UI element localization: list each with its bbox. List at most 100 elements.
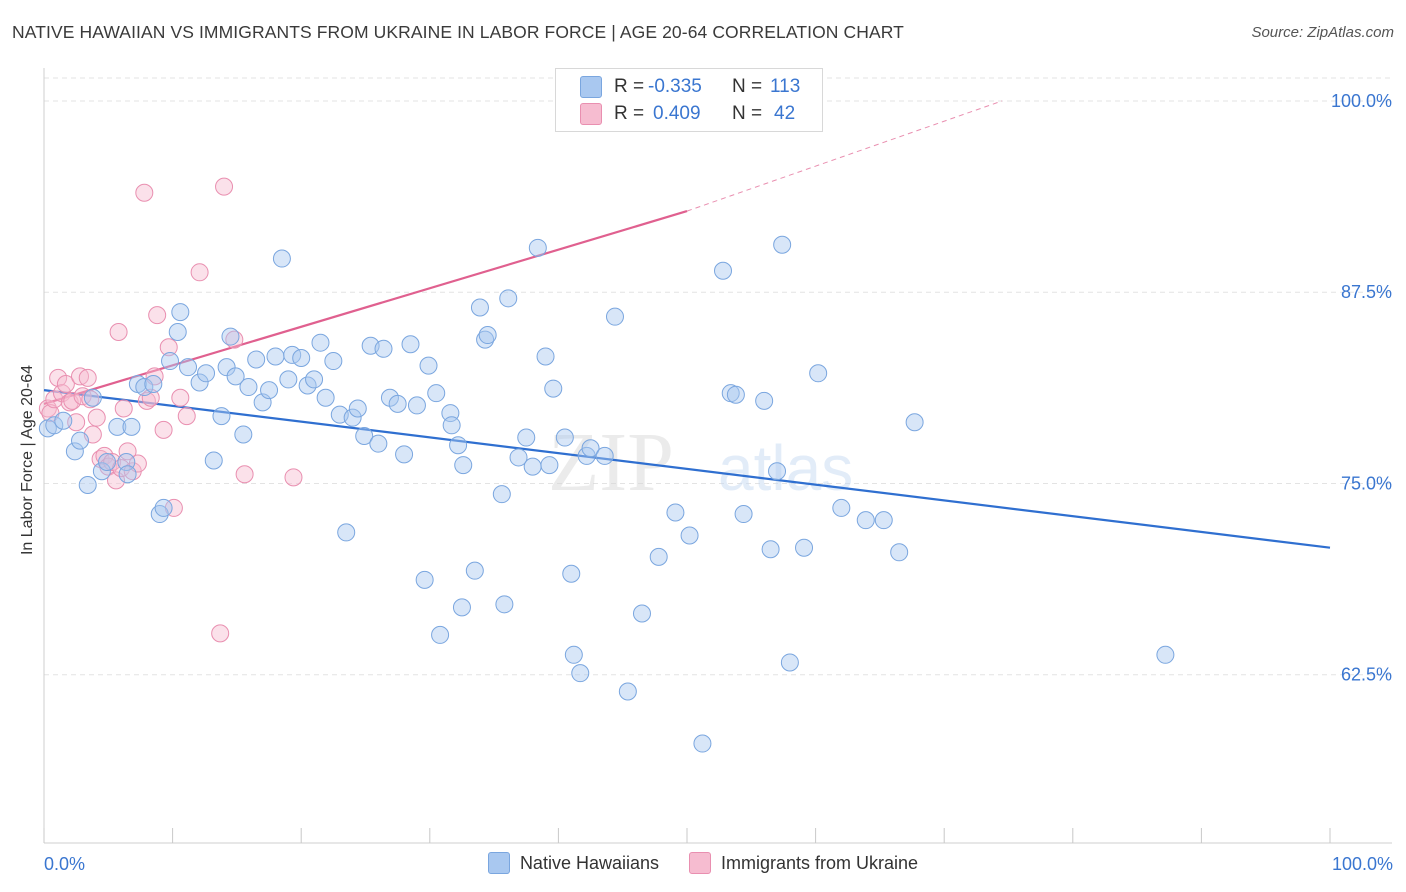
stats-r-value-ukraine: 0.409 (653, 103, 701, 124)
data-point-hawaiian (492, 485, 511, 504)
data-point-ukraine (159, 338, 178, 357)
data-point-hawaiian (279, 370, 298, 389)
y-tick-label: 87.5% (1341, 282, 1392, 302)
data-point-hawaiian (45, 416, 64, 435)
data-point-hawaiian (337, 523, 356, 542)
data-point-ukraine (284, 468, 303, 487)
data-point-hawaiian (401, 335, 420, 354)
data-point-hawaiian (431, 625, 450, 644)
data-point-hawaiian (649, 547, 668, 566)
source-label: Source: ZipAtlas.com (1251, 24, 1394, 41)
data-point-hawaiian (470, 298, 489, 317)
legend-item-ukraine[interactable]: Immigrants from Ukraine (689, 852, 918, 874)
series-hawaiian-points (38, 235, 1175, 753)
y-tick-label: 100.0% (1331, 91, 1392, 111)
data-point-ukraine (56, 375, 75, 393)
legend-swatch-ukraine (689, 852, 711, 874)
data-point-hawaiian (564, 645, 583, 664)
data-point-ukraine (53, 384, 72, 403)
data-point-hawaiian (419, 356, 438, 375)
data-point-ukraine (215, 177, 234, 196)
data-point-hawaiian (755, 391, 774, 410)
data-point-ukraine (63, 391, 82, 410)
data-point-hawaiian (452, 598, 471, 617)
data-point-hawaiian (118, 465, 137, 484)
data-point-hawaiian (523, 457, 542, 476)
data-point-hawaiian (343, 408, 362, 427)
data-point-hawaiian (388, 394, 407, 413)
data-point-hawaiian (517, 428, 536, 447)
data-point-hawaiian (212, 407, 231, 426)
trend-lines (43, 100, 1331, 549)
data-point-ukraine (235, 465, 254, 484)
stats-n-value-hawaiian: 113 (770, 76, 801, 97)
data-point-hawaiian (890, 543, 909, 562)
data-point-hawaiian (171, 303, 190, 322)
stats-n-value-ukraine: 42 (774, 103, 796, 124)
data-point-hawaiian (197, 364, 216, 383)
stats-legend: R = -0.335 N = 113 R = 0.409 N = 42 (555, 68, 823, 132)
data-point-hawaiian (780, 653, 799, 672)
data-point-ukraine (211, 624, 230, 643)
data-point-hawaiian (168, 322, 187, 341)
data-point-hawaiian (92, 462, 111, 481)
data-point-hawaiian (465, 561, 484, 580)
data-point-ukraine (177, 407, 196, 426)
data-point-hawaiian (555, 428, 574, 447)
chart-legend: Native Hawaiians Immigrants from Ukraine (0, 852, 1406, 874)
data-point-ukraine (109, 322, 128, 341)
data-point-hawaiian (571, 664, 590, 683)
trend-line-hawaiian (43, 389, 1331, 549)
data-point-hawaiian (78, 475, 97, 494)
data-point-hawaiian (495, 595, 514, 614)
y-tick-label: 75.0% (1341, 473, 1392, 493)
data-point-hawaiian (595, 446, 614, 465)
chart-title: NATIVE HAWAIIAN VS IMMIGRANTS FROM UKRAI… (12, 22, 904, 42)
data-point-hawaiian (442, 416, 461, 435)
data-point-hawaiian (773, 235, 792, 254)
data-point-ukraine (141, 388, 160, 407)
data-point-hawaiian (427, 384, 446, 403)
data-point-ukraine (87, 408, 106, 427)
data-point-ukraine (67, 413, 86, 432)
data-point-hawaiian (154, 498, 173, 517)
stats-n-label: N = (732, 103, 763, 124)
data-point-hawaiian (54, 411, 73, 430)
data-point-hawaiian (632, 604, 651, 623)
data-point-hawaiian (1156, 645, 1175, 664)
data-point-ukraine (171, 388, 190, 407)
data-point-hawaiian (809, 364, 828, 383)
y-tick-label: 62.5% (1341, 665, 1392, 685)
data-point-hawaiian (204, 451, 223, 470)
data-point-hawaiian (540, 456, 559, 475)
data-point-hawaiian (714, 261, 733, 280)
data-point-ukraine (71, 367, 90, 386)
trend-line-ukraine (43, 210, 688, 405)
data-point-hawaiian (768, 462, 787, 481)
data-point-hawaiian (247, 350, 266, 369)
legend-label-ukraine: Immigrants from Ukraine (721, 852, 919, 873)
data-point-hawaiian (874, 511, 893, 530)
data-point-hawaiian (355, 427, 374, 446)
watermark-zip: ZIP (548, 416, 674, 509)
stats-r-label: R = (614, 103, 645, 124)
data-point-hawaiian (71, 431, 90, 450)
axes (43, 68, 1392, 844)
data-point-hawaiian (454, 456, 473, 475)
legend-item-hawaiian[interactable]: Native Hawaiians (487, 852, 659, 874)
stats-row-ukraine: R = 0.409 N = 42 (556, 100, 822, 128)
data-point-hawaiian (905, 413, 924, 432)
data-point-ukraine (135, 183, 154, 202)
stats-r-value-hawaiian: -0.335 (648, 76, 702, 97)
data-point-hawaiian (499, 289, 518, 308)
data-point-hawaiian (292, 348, 311, 367)
stats-row-hawaiian: R = -0.335 N = 113 (556, 73, 822, 101)
x-tick-label: 100.0% (1332, 854, 1393, 874)
data-point-ukraine (114, 399, 133, 418)
data-point-ukraine (190, 263, 209, 282)
data-point-hawaiian (726, 385, 745, 404)
data-point-hawaiian (666, 503, 685, 522)
data-point-hawaiian (795, 538, 814, 557)
data-point-hawaiian (266, 347, 285, 366)
